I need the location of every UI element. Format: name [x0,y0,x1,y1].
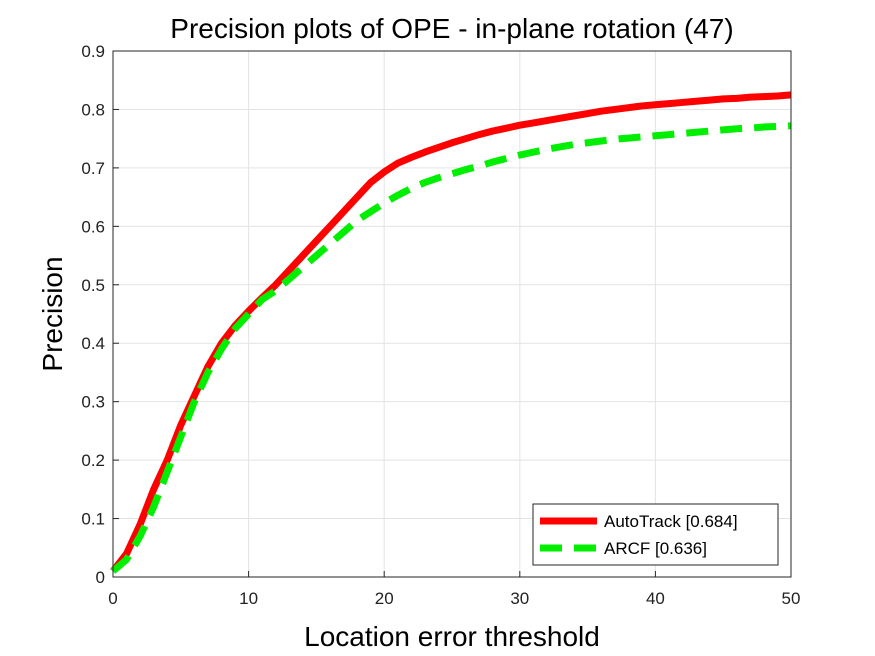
y-tick-label: 0.8 [81,100,105,119]
y-tick-label: 0.9 [81,42,105,61]
y-tick-label: 0.6 [81,217,105,236]
legend-box [532,503,779,566]
ticks: 0 10 20 30 40 50 0 0.1 0.2 0.3 0.4 0.5 0.6 0.7 0.8 0.9 [81,42,800,608]
y-tick-label: 0.3 [81,393,105,412]
plot-frame [112,50,792,578]
x-tick-label: 20 [375,589,394,608]
x-tick-label: 50 [782,589,801,608]
x-tick-label: 0 [108,589,117,608]
series-layer [110,91,792,574]
series-line-autotrack [110,91,792,574]
plot-area [113,51,791,577]
x-tick-label: 40 [646,589,665,608]
y-tick-label: 0.1 [81,510,105,529]
y-tick-label: 0.4 [81,334,105,353]
legend-entry-label: AutoTrack [0.684] [604,512,738,531]
x-tick-label: 30 [510,589,529,608]
legend: AutoTrack [0.684] ARCF [0.636] [532,503,779,566]
y-tick-label: 0.7 [81,159,105,178]
y-tick-label: 0.2 [81,451,105,470]
series-line-arcf [110,122,792,574]
y-axis-label: Precision [37,256,68,371]
x-axis-label: Location error threshold [304,621,600,652]
chart-title: Precision plots of OPE - in-plane rotati… [170,13,733,44]
y-tick-label: 0.5 [81,276,105,295]
y-tick-label: 0 [96,568,105,587]
legend-entry-label: ARCF [0.636] [604,539,707,558]
x-tick-label: 10 [239,589,258,608]
